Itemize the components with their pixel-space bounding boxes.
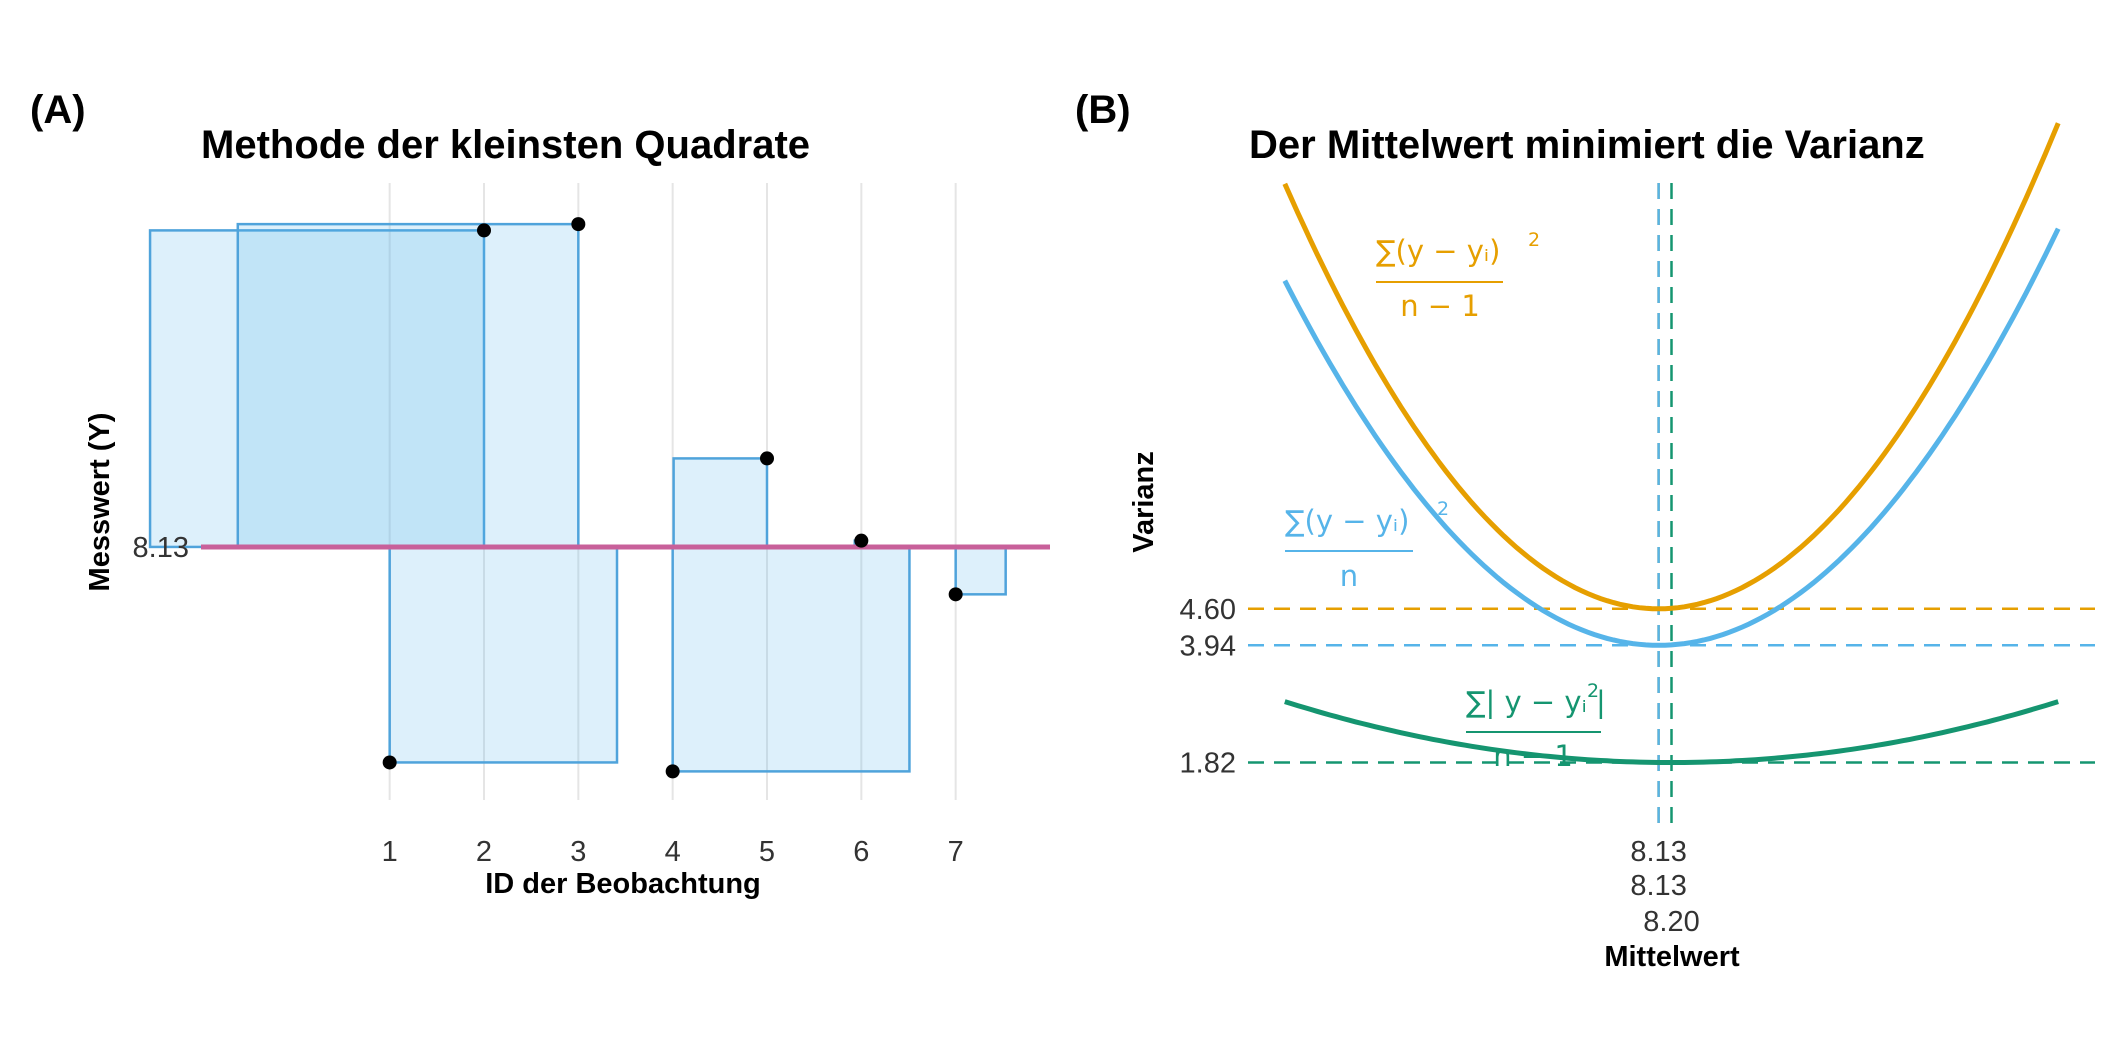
formula-denominator: n − 1 bbox=[1493, 739, 1573, 773]
x-tick-label: 5 bbox=[759, 836, 775, 868]
y-tick-label: 4.60 bbox=[1180, 594, 1236, 626]
x-tick-label: 7 bbox=[948, 836, 964, 868]
residual-square bbox=[671, 545, 911, 773]
panel-a-y-axis-title: Messwert (Y) bbox=[84, 413, 116, 592]
formula-exponent: 2 bbox=[1587, 680, 1599, 702]
panel-a-label: (A) bbox=[30, 88, 86, 132]
panel-a-x-tick-labels: 1 2 3 4 5 6 7 bbox=[382, 836, 964, 868]
variance-curve bbox=[1282, 227, 2061, 648]
panel-b-y-tick-labels: 4.60 3.94 1.82 bbox=[1180, 594, 1236, 780]
variance-curve bbox=[1284, 699, 2059, 765]
formula-denominator: n bbox=[1340, 559, 1358, 593]
formula-exponent: 2 bbox=[1528, 229, 1540, 251]
formula-label-absolute-deviation: ∑| y − yᵢ | 2 n − 1 bbox=[1466, 680, 1606, 773]
formula-label-population-variance: ∑(y − yᵢ) 2 n bbox=[1285, 498, 1449, 593]
y-tick-label: 3.94 bbox=[1180, 630, 1236, 662]
panel-a-title: Methode der kleinsten Quadrate bbox=[201, 123, 810, 167]
panel-b-x-axis-title: Mittelwert bbox=[1604, 941, 1740, 973]
data-point bbox=[760, 451, 774, 466]
formula-numerator: ∑(y − yᵢ) bbox=[1285, 504, 1409, 538]
panel-a-y-tick-label: 8.13 bbox=[133, 532, 189, 564]
panel-b-label: (B) bbox=[1075, 88, 1131, 132]
x-tick-label: 2 bbox=[476, 836, 492, 868]
panel-a-squares bbox=[148, 222, 1007, 773]
variance-curve bbox=[1282, 122, 2061, 612]
panel-b-title: Der Mittelwert minimiert die Varianz bbox=[1249, 123, 1925, 167]
formula-numerator: ∑| y − yᵢ | bbox=[1466, 685, 1606, 719]
x-tick-label: 8.20 bbox=[1643, 906, 1699, 938]
data-point bbox=[477, 223, 491, 238]
panel-a-points bbox=[382, 217, 963, 779]
panel-b-vertex-lines bbox=[1657, 183, 1673, 825]
panel-b-curves bbox=[1282, 122, 2061, 765]
formula-numerator: ∑(y − yᵢ) bbox=[1376, 234, 1500, 268]
x-tick-label: 6 bbox=[853, 836, 869, 868]
formula-exponent: 2 bbox=[1437, 498, 1449, 520]
data-point bbox=[571, 217, 586, 232]
panel-a-x-axis-title: ID der Beobachtung bbox=[485, 868, 761, 900]
x-tick-label: 3 bbox=[570, 836, 586, 868]
data-point bbox=[665, 764, 680, 779]
formula-label-sample-variance: ∑(y − yᵢ) 2 n − 1 bbox=[1376, 229, 1540, 323]
panel-b: (B) Der Mittelwert minimiert die Varianz… bbox=[1075, 88, 2095, 973]
panel-b-y-axis-title: Varianz bbox=[1128, 451, 1160, 553]
x-tick-label: 1 bbox=[382, 836, 398, 868]
residual-square bbox=[388, 545, 619, 764]
x-tick-label: 8.13 bbox=[1630, 836, 1686, 868]
y-tick-label: 1.82 bbox=[1180, 748, 1236, 780]
x-tick-label: 4 bbox=[665, 836, 681, 868]
residual-square bbox=[672, 457, 769, 549]
residual-square bbox=[954, 545, 1007, 596]
formula-denominator: n − 1 bbox=[1400, 289, 1480, 323]
residual-square bbox=[236, 222, 580, 549]
panel-b-x-tick-labels: 8.138.13 8.20 bbox=[1630, 836, 1699, 938]
data-point bbox=[948, 587, 963, 602]
data-point bbox=[854, 533, 869, 548]
data-point bbox=[382, 755, 397, 770]
x-tick-label: 8.13 bbox=[1630, 870, 1686, 902]
panel-a: (A) Methode der kleinsten Quadrate 1 2 3 4 5… bbox=[30, 88, 1050, 900]
